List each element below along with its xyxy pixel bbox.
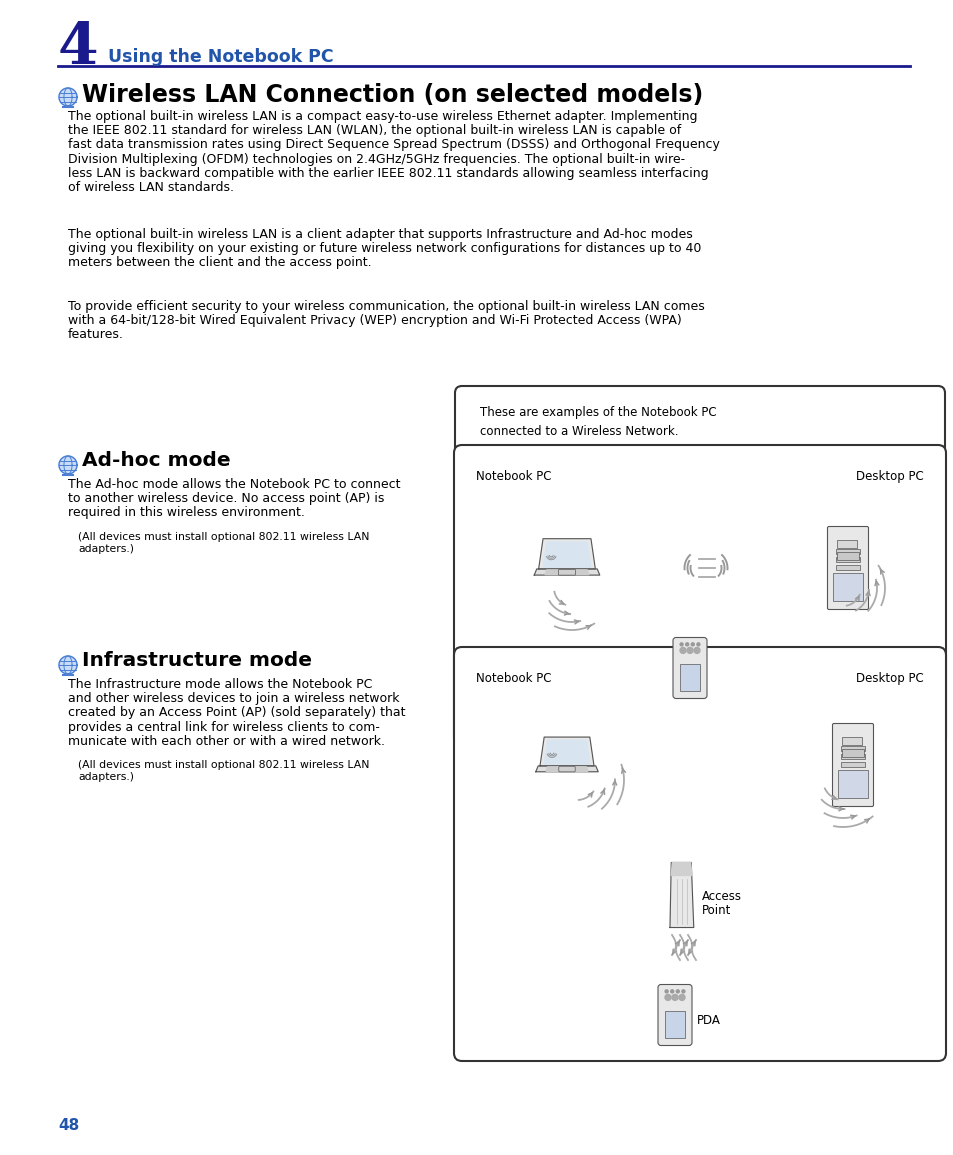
Circle shape [664, 994, 670, 1000]
Text: meters between the client and the access point.: meters between the client and the access… [68, 256, 372, 269]
Text: The Infrastructure mode allows the Notebook PC: The Infrastructure mode allows the Noteb… [68, 678, 372, 691]
Text: features.: features. [68, 328, 124, 342]
Bar [837, 770, 867, 798]
Circle shape [679, 994, 684, 1000]
Text: adapters.): adapters.) [78, 772, 133, 782]
Text: Point: Point [701, 904, 731, 917]
Bar [832, 573, 862, 601]
Bar [840, 761, 864, 767]
Text: provides a central link for wireless clients to com-: provides a central link for wireless cli… [68, 721, 379, 733]
Text: Using the Notebook PC: Using the Notebook PC [108, 49, 334, 66]
Text: These are examples of the Notebook PC
connected to a Wireless Network.: These are examples of the Notebook PC co… [479, 407, 716, 438]
Circle shape [670, 990, 673, 993]
Polygon shape [538, 538, 595, 569]
Text: less LAN is backward compatible with the earlier IEEE 802.11 standards allowing : less LAN is backward compatible with the… [68, 166, 708, 180]
Polygon shape [545, 767, 587, 772]
Text: Division Multiplexing (OFDM) technologies on 2.4GHz/5GHz frequencies. The option: Division Multiplexing (OFDM) technologie… [68, 152, 684, 165]
Text: and other wireless devices to join a wireless network: and other wireless devices to join a wir… [68, 692, 399, 706]
Polygon shape [59, 456, 77, 474]
Bar [840, 746, 864, 751]
Text: the IEEE 802.11 standard for wireless LAN (WLAN), the optional built-in wireless: the IEEE 802.11 standard for wireless LA… [68, 125, 680, 137]
FancyBboxPatch shape [826, 527, 867, 610]
Circle shape [679, 648, 685, 654]
Bar [841, 748, 863, 757]
FancyBboxPatch shape [672, 638, 706, 699]
Text: municate with each other or with a wired network.: municate with each other or with a wired… [68, 735, 385, 747]
Text: of wireless LAN standards.: of wireless LAN standards. [68, 181, 233, 194]
Text: To provide efficient security to your wireless communication, the optional built: To provide efficient security to your wi… [68, 300, 704, 313]
Circle shape [693, 648, 700, 654]
Text: 48: 48 [58, 1118, 79, 1133]
Polygon shape [671, 863, 691, 875]
Circle shape [679, 643, 682, 646]
Text: Notebook PC: Notebook PC [476, 470, 551, 483]
Circle shape [671, 994, 678, 1000]
FancyBboxPatch shape [454, 647, 945, 1061]
Text: giving you flexibility on your existing or future wireless network configuration: giving you flexibility on your existing … [68, 243, 700, 255]
Text: to another wireless device. No access point (AP) is: to another wireless device. No access po… [68, 492, 384, 505]
Bar [836, 552, 859, 560]
FancyBboxPatch shape [658, 984, 691, 1045]
FancyBboxPatch shape [558, 569, 575, 575]
Text: 4: 4 [58, 20, 98, 76]
Bar [835, 565, 860, 569]
Text: Wireless LAN Connection (on selected models): Wireless LAN Connection (on selected mod… [82, 83, 702, 107]
Polygon shape [59, 656, 77, 675]
FancyBboxPatch shape [455, 386, 944, 459]
Text: fast data transmission rates using Direct Sequence Spread Spectrum (DSSS) and Or: fast data transmission rates using Direc… [68, 139, 720, 151]
Bar [679, 664, 700, 691]
Bar [664, 1011, 684, 1038]
Bar [835, 549, 860, 553]
Text: Desktop PC: Desktop PC [856, 470, 923, 483]
Polygon shape [59, 88, 77, 106]
Circle shape [691, 643, 694, 646]
FancyBboxPatch shape [558, 766, 575, 772]
Bar [841, 737, 862, 745]
Circle shape [685, 643, 688, 646]
Text: created by an Access Point (AP) (sold separately) that: created by an Access Point (AP) (sold se… [68, 707, 405, 720]
Polygon shape [544, 569, 588, 575]
Text: required in this wireless environment.: required in this wireless environment. [68, 506, 305, 520]
Circle shape [686, 648, 692, 654]
Text: Access: Access [701, 891, 741, 903]
Polygon shape [542, 542, 590, 567]
Polygon shape [539, 737, 594, 766]
Text: (All devices must install optional 802.11 wireless LAN: (All devices must install optional 802.1… [78, 760, 369, 770]
Text: PDA: PDA [711, 666, 735, 679]
Text: (All devices must install optional 802.11 wireless LAN: (All devices must install optional 802.1… [78, 532, 369, 542]
FancyBboxPatch shape [832, 723, 873, 806]
Text: The Ad-hoc mode allows the Notebook PC to connect: The Ad-hoc mode allows the Notebook PC t… [68, 478, 400, 491]
Text: Ad-hoc mode: Ad-hoc mode [82, 450, 231, 470]
Text: The optional built-in wireless LAN is a compact easy-to-use wireless Ethernet ad: The optional built-in wireless LAN is a … [68, 110, 697, 122]
Text: Infrastructure mode: Infrastructure mode [82, 651, 312, 670]
Bar [835, 557, 860, 561]
Bar [836, 541, 857, 547]
Text: The optional built-in wireless LAN is a client adapter that supports Infrastruct: The optional built-in wireless LAN is a … [68, 228, 692, 241]
Polygon shape [669, 863, 693, 927]
Text: adapters.): adapters.) [78, 544, 133, 554]
Text: Notebook PC: Notebook PC [476, 672, 551, 685]
FancyBboxPatch shape [454, 445, 945, 746]
Text: with a 64-bit/128-bit Wired Equivalent Privacy (WEP) encryption and Wi-Fi Protec: with a 64-bit/128-bit Wired Equivalent P… [68, 314, 681, 327]
Polygon shape [543, 740, 589, 765]
Circle shape [664, 990, 667, 993]
Polygon shape [534, 569, 599, 575]
Circle shape [681, 990, 684, 993]
Bar [840, 753, 864, 759]
Text: PDA: PDA [697, 1013, 720, 1027]
Circle shape [697, 643, 700, 646]
Polygon shape [536, 766, 598, 772]
Circle shape [676, 990, 679, 993]
Text: Desktop PC: Desktop PC [856, 672, 923, 685]
